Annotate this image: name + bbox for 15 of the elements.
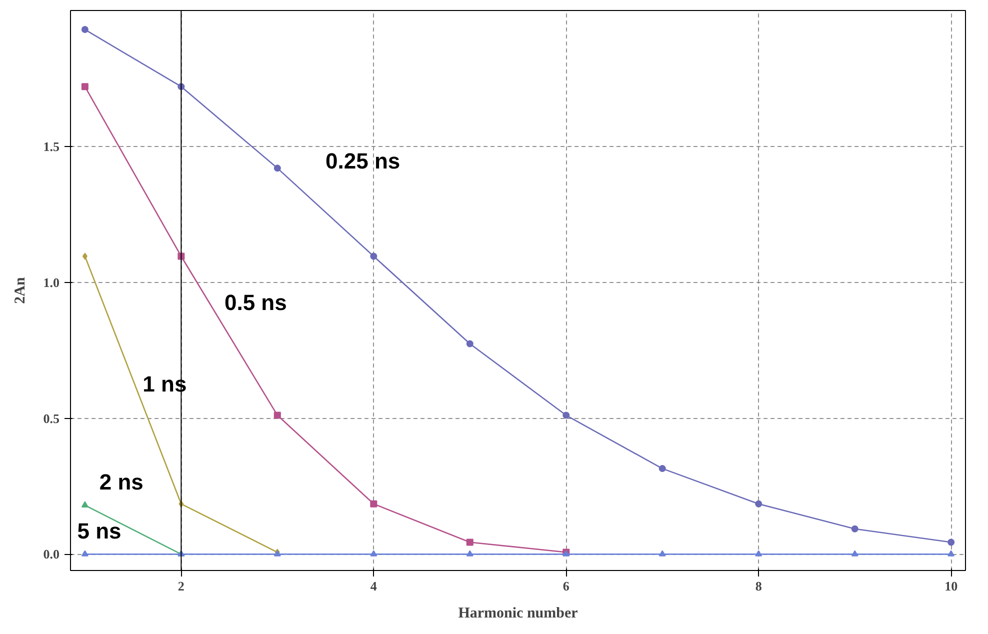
- y-tick-label: 0.5: [43, 410, 60, 426]
- series-label: 0.25 ns: [326, 148, 400, 174]
- y-axis-title: 2An: [12, 276, 28, 304]
- series-label: 0.5 ns: [224, 290, 287, 315]
- x-tick-label: 4: [370, 578, 378, 594]
- x-tick-label: 8: [755, 578, 762, 594]
- x-tick-label: 6: [562, 578, 570, 594]
- x-tick-label: 10: [944, 578, 958, 594]
- y-tick-label: 0.0: [43, 546, 60, 562]
- y-tick-label: 1.5: [43, 138, 60, 154]
- y-tick-label: 1.0: [43, 274, 60, 290]
- x-tick-label: 2: [178, 578, 184, 594]
- series-label: 5 ns: [77, 518, 122, 544]
- x-axis-title: Harmonic number: [458, 606, 578, 622]
- series-label: 2 ns: [99, 469, 144, 494]
